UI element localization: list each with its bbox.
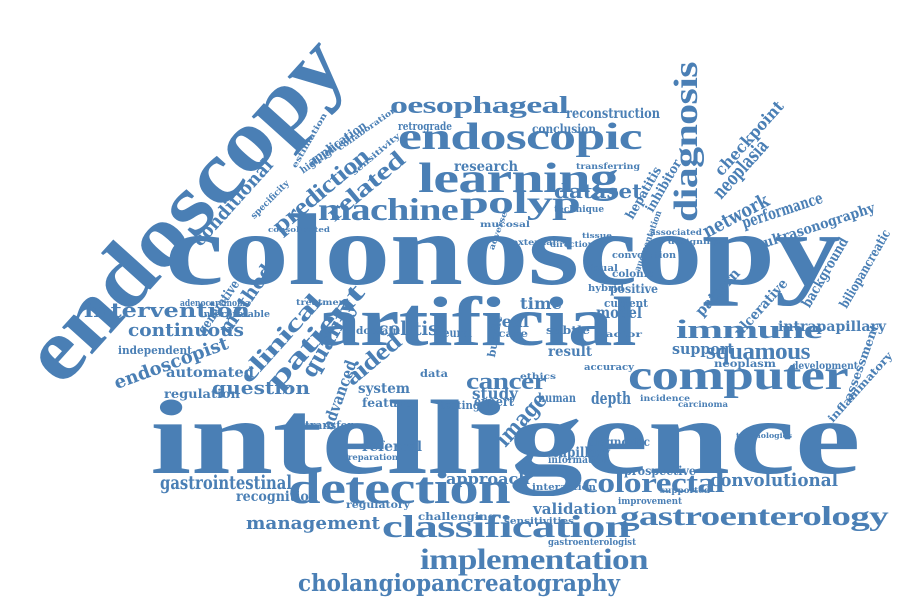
word-study: study [472,384,518,403]
word-regulation: regulation [164,387,240,401]
word-system: system [358,381,410,397]
word-gastroenterology: gastroenterology [620,501,889,531]
word-convolution: convolution [612,251,676,261]
word-incidence: incidence [640,393,690,403]
word-classification: classification [382,508,631,544]
word-intelligence: intelligence [150,379,861,496]
word-adenocarcinoma: adenocarcinoma [180,299,250,309]
word-transferring: transferring [576,161,640,171]
word-squamous: squamous [706,339,811,365]
word-accuracy: accuracy [584,363,634,373]
word-sensitivities: sensitivities [504,517,574,527]
word-technologies: technologies [736,431,792,440]
word-immune: immune [676,315,823,344]
word-testing: testing [440,399,480,412]
word-model: model [596,303,642,322]
word-tissue: tissue [582,231,612,240]
word-consolidated: consolidated [268,225,330,234]
word-prospective: prospective [624,464,696,478]
word-mucosal: mucosal [480,219,530,229]
word-colitis: colitis [378,318,438,340]
word-colorectal: colorectal [582,468,725,499]
word-neoplasm: neoplasm [714,359,776,370]
word-support: support [672,340,734,358]
word-hybrid: hybrid [588,284,624,294]
word-learning: learning [418,156,619,202]
word-diagnostic: diagnostic [588,435,650,449]
word-capillary: capillary [552,445,610,461]
word-diagnosis: diagnosis [668,61,705,222]
word-validation: validation [533,500,617,518]
word-polyp: polyp [460,184,581,220]
word-endoscopic: endoscopic [398,116,643,158]
word-neural: neural [436,326,472,340]
word-result: result [548,344,592,360]
word-technique: technique [554,205,604,215]
word-human: human [538,391,576,405]
word-interpretable: interpretable [200,310,270,320]
word-automated: automated [166,365,254,381]
word-intervention: intervention [84,298,250,322]
word-visual: visual [584,264,618,274]
word-designing: designing [668,237,720,246]
word-subtle: subtle [546,324,590,337]
word-external: external [512,237,556,247]
word-computer: computer [628,353,849,399]
word-factor: factor [600,329,642,339]
word-expert: expert [474,395,514,410]
word-regulatory: regulatory [346,500,410,511]
word-positive: positive [610,282,658,296]
word-dataset: dataset [554,179,642,203]
word-independent: independent [118,344,192,357]
word-artificial: artificial [316,284,637,361]
word-real: real [493,312,529,331]
word-preparation: preparation [342,452,398,462]
word-transfer: transfer [305,419,353,432]
word-colonoscopy: colonoscopy [165,194,841,307]
word-data: data [420,369,448,380]
word-convolutional: convolutional [710,470,838,491]
word-machine: machine [318,191,459,227]
word-cancer: cancer [466,369,547,395]
word-oesophageal: oesophageal [390,93,569,119]
word-reconstruction: reconstruction [566,106,660,122]
word-management: management [246,513,380,534]
word-challenging: challenging [418,512,496,523]
word-information: information [548,455,608,466]
word-associated: associated [650,227,702,237]
word-current: current [604,297,648,310]
word-interaction: interaction [532,483,596,493]
word-carcinoma: carcinoma [678,399,728,409]
word-research: research [454,159,518,175]
word-development: development [792,361,858,372]
word-supported: supported [660,485,710,495]
word-question: question [212,378,310,399]
word-colonic: colonic [612,269,654,280]
word-detection: detection [288,462,511,513]
word-continuous: continuous [128,320,244,341]
word-depth: depth [591,389,631,409]
word-gastroenterologist: gastroenterologist [548,538,636,548]
word-retrograde: retrograde [398,120,452,133]
word-improvement: improvement [618,497,682,507]
word-intrapapillary: intrapapillary [778,319,886,335]
word-conclusion: conclusion [532,122,596,136]
word-care: care [498,329,528,340]
word-time: time [520,294,562,313]
word-ethics: ethics [520,371,556,381]
word-domain: domain [356,326,400,337]
word-implementation: implementation [420,543,649,576]
word-referral: referral [362,439,422,455]
word-approach: approach [446,470,530,488]
word-direction: direction [550,239,594,249]
word-recognition: recognition [236,489,318,505]
word-treatment: treatment [296,297,350,307]
word-gastrointestinal: gastrointestinal [160,472,292,494]
word-cholangiopancreatography: cholangiopancreatography [298,570,620,597]
word-feature: feature [362,396,412,410]
